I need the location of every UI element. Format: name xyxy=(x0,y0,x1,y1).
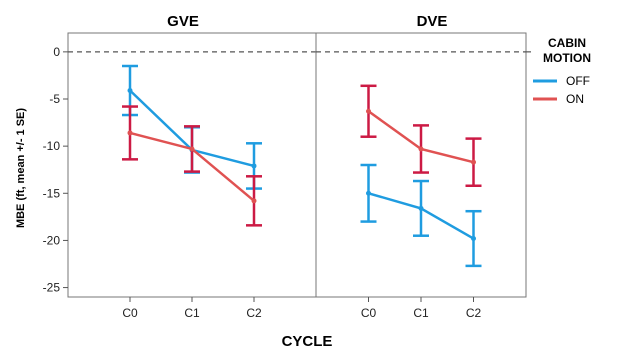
y-tick-label: -5 xyxy=(49,92,60,106)
data-point-on xyxy=(251,198,257,204)
y-tick-label: -25 xyxy=(43,281,61,295)
y-tick-label: 0 xyxy=(53,45,60,59)
data-point-off xyxy=(471,236,476,242)
x-tick-label: C1 xyxy=(184,306,200,320)
data-point-on xyxy=(366,108,371,114)
legend: CABIN MOTION OFF ON xyxy=(533,36,591,106)
data-point-off xyxy=(251,163,257,169)
data-point-off xyxy=(127,88,133,94)
x-tick-label: C2 xyxy=(466,306,482,320)
panel-title-gve: GVE xyxy=(167,13,199,30)
y-axis-label: MBE (ft, mean +/- 1 SE) xyxy=(15,108,27,228)
legend-label-on: ON xyxy=(566,92,584,106)
panel-title-dve: DVE xyxy=(417,13,448,30)
legend-title-line: MOTION xyxy=(543,51,591,65)
y-tick-label: -20 xyxy=(43,233,61,247)
data-point-on xyxy=(189,146,195,152)
y-tick-label: -15 xyxy=(43,186,61,200)
x-tick-label: C2 xyxy=(246,306,262,320)
legend-title: CABIN MOTION xyxy=(543,36,591,65)
x-tick-label: C0 xyxy=(122,306,138,320)
x-axis-label: CYCLE xyxy=(282,333,333,350)
legend-title-line: CABIN xyxy=(548,36,586,50)
x-tick-label: C1 xyxy=(413,306,429,320)
y-tick-label: -10 xyxy=(43,139,61,153)
data-point-on xyxy=(127,130,133,136)
data-point-off xyxy=(418,205,424,211)
x-tick-label: C0 xyxy=(361,306,377,320)
data-point-on xyxy=(471,159,476,165)
data-point-off xyxy=(366,190,371,196)
data-point-on xyxy=(418,146,424,152)
panel-gve: GVE C0 C1 C2 xyxy=(67,13,317,320)
panel-dve: DVE C0 C1 C2 xyxy=(315,13,532,320)
legend-label-off: OFF xyxy=(566,74,590,88)
